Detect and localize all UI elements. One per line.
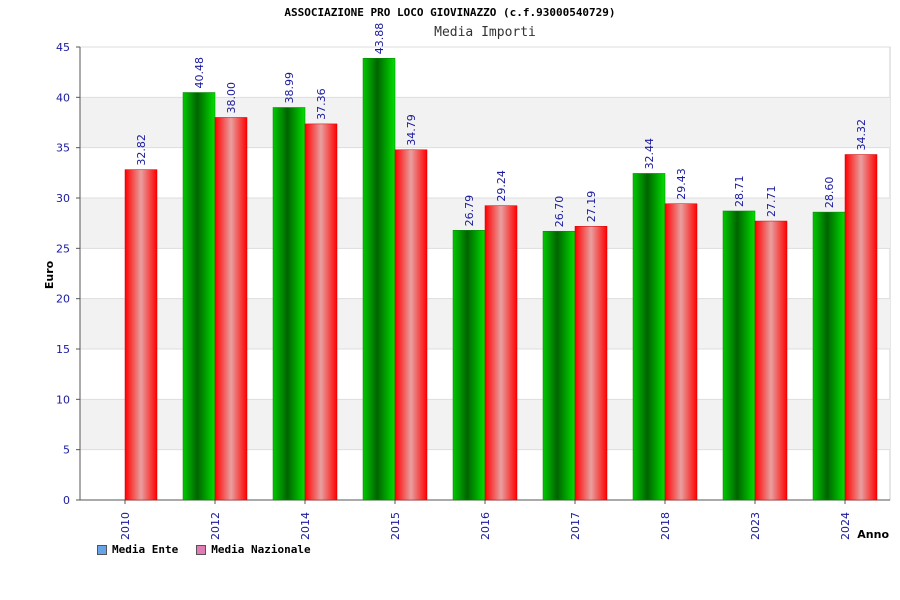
bar-media-ente (812, 211, 846, 501)
legend-swatch-ente (97, 544, 107, 555)
bar-media-ente (182, 92, 216, 501)
x-tick-label: 2015 (389, 512, 402, 540)
bar-media-ente (722, 210, 756, 501)
bar-media-ente (362, 58, 396, 501)
y-tick-labels: 0 5 10 15 20 25 30 35 40 45 (56, 41, 70, 507)
bar-labels: 32.82 40.48 38.00 38.99 37.36 43.88 34.79 26.79… (135, 23, 868, 227)
y-tick-label: 20 (56, 293, 70, 306)
x-tick-label: 2014 (299, 512, 312, 540)
y-tick-label: 10 (56, 393, 70, 406)
bar-media-ente (452, 230, 486, 501)
y-tick-label: 15 (56, 343, 70, 356)
bar-value-label: 28.71 (733, 175, 746, 207)
bar-value-label: 29.24 (495, 170, 508, 202)
y-tick-label: 40 (56, 91, 70, 104)
x-tick-label: 2024 (839, 512, 852, 540)
y-tick-label: 30 (56, 192, 70, 205)
y-tick-label: 45 (56, 41, 70, 54)
y-axis-label: Euro (43, 260, 56, 289)
bar-media-nazionale (304, 123, 338, 501)
legend-swatch-nazionale (196, 544, 207, 555)
legend: Media Ente Media Nazionale (97, 543, 311, 556)
legend-item-nazionale: Media Nazionale (196, 543, 311, 556)
y-tick-label: 25 (56, 242, 70, 255)
bar-value-label: 29.43 (675, 168, 688, 200)
bar-value-label: 37.36 (315, 88, 328, 120)
bar-media-ente (272, 107, 306, 501)
x-tick-label: 2017 (569, 512, 582, 540)
bar-media-nazionale (574, 226, 608, 501)
bar-media-nazionale (664, 203, 698, 501)
legend-label-ente: Media Ente (112, 543, 179, 556)
bar-value-label: 40.48 (193, 57, 206, 89)
legend-item-ente: Media Ente (97, 543, 178, 556)
bar-value-label: 38.00 (225, 82, 238, 114)
bar-media-nazionale (484, 205, 518, 501)
bar-media-ente (542, 230, 576, 501)
bar-value-label: 28.60 (823, 177, 836, 209)
bar-value-label: 38.99 (283, 72, 296, 104)
bar-media-ente (632, 173, 666, 501)
bar-media-nazionale (844, 154, 878, 501)
bar-value-label: 34.32 (855, 119, 868, 151)
bar-value-label: 34.79 (405, 114, 418, 146)
bar-value-label: 26.70 (553, 196, 566, 228)
bar-value-label: 32.44 (643, 138, 656, 170)
y-tick-label: 5 (63, 444, 70, 457)
bar-media-nazionale (124, 169, 158, 501)
x-tick-label: 2016 (479, 512, 492, 540)
legend-label-nazionale: Media Nazionale (211, 543, 311, 556)
x-tick-label: 2018 (659, 512, 672, 540)
bar-value-label: 27.71 (765, 186, 778, 218)
bar-value-label: 27.19 (585, 191, 598, 223)
bar-media-nazionale (214, 117, 248, 501)
chart-title: ASSOCIAZIONE PRO LOCO GIOVINAZZO (c.f.93… (284, 6, 616, 19)
bars (124, 58, 878, 501)
bar-value-label: 32.82 (135, 134, 148, 166)
x-tick-label: 2012 (209, 512, 222, 540)
y-tick-label: 0 (63, 494, 70, 507)
x-axis-label: Anno (857, 528, 889, 541)
bar-value-label: 43.88 (373, 23, 386, 55)
y-tick-label: 35 (56, 142, 70, 155)
bar-media-nazionale (754, 220, 788, 501)
bar-value-label: 26.79 (463, 195, 476, 227)
chart-subtitle: Media Importi (434, 25, 536, 40)
x-tick-label: 2023 (749, 512, 762, 540)
x-tick-labels: 2010 2012 2014 2015 2016 2017 2018 2023 2024 (119, 512, 852, 540)
x-tick-label: 2010 (119, 512, 132, 540)
bar-media-nazionale (394, 149, 428, 501)
